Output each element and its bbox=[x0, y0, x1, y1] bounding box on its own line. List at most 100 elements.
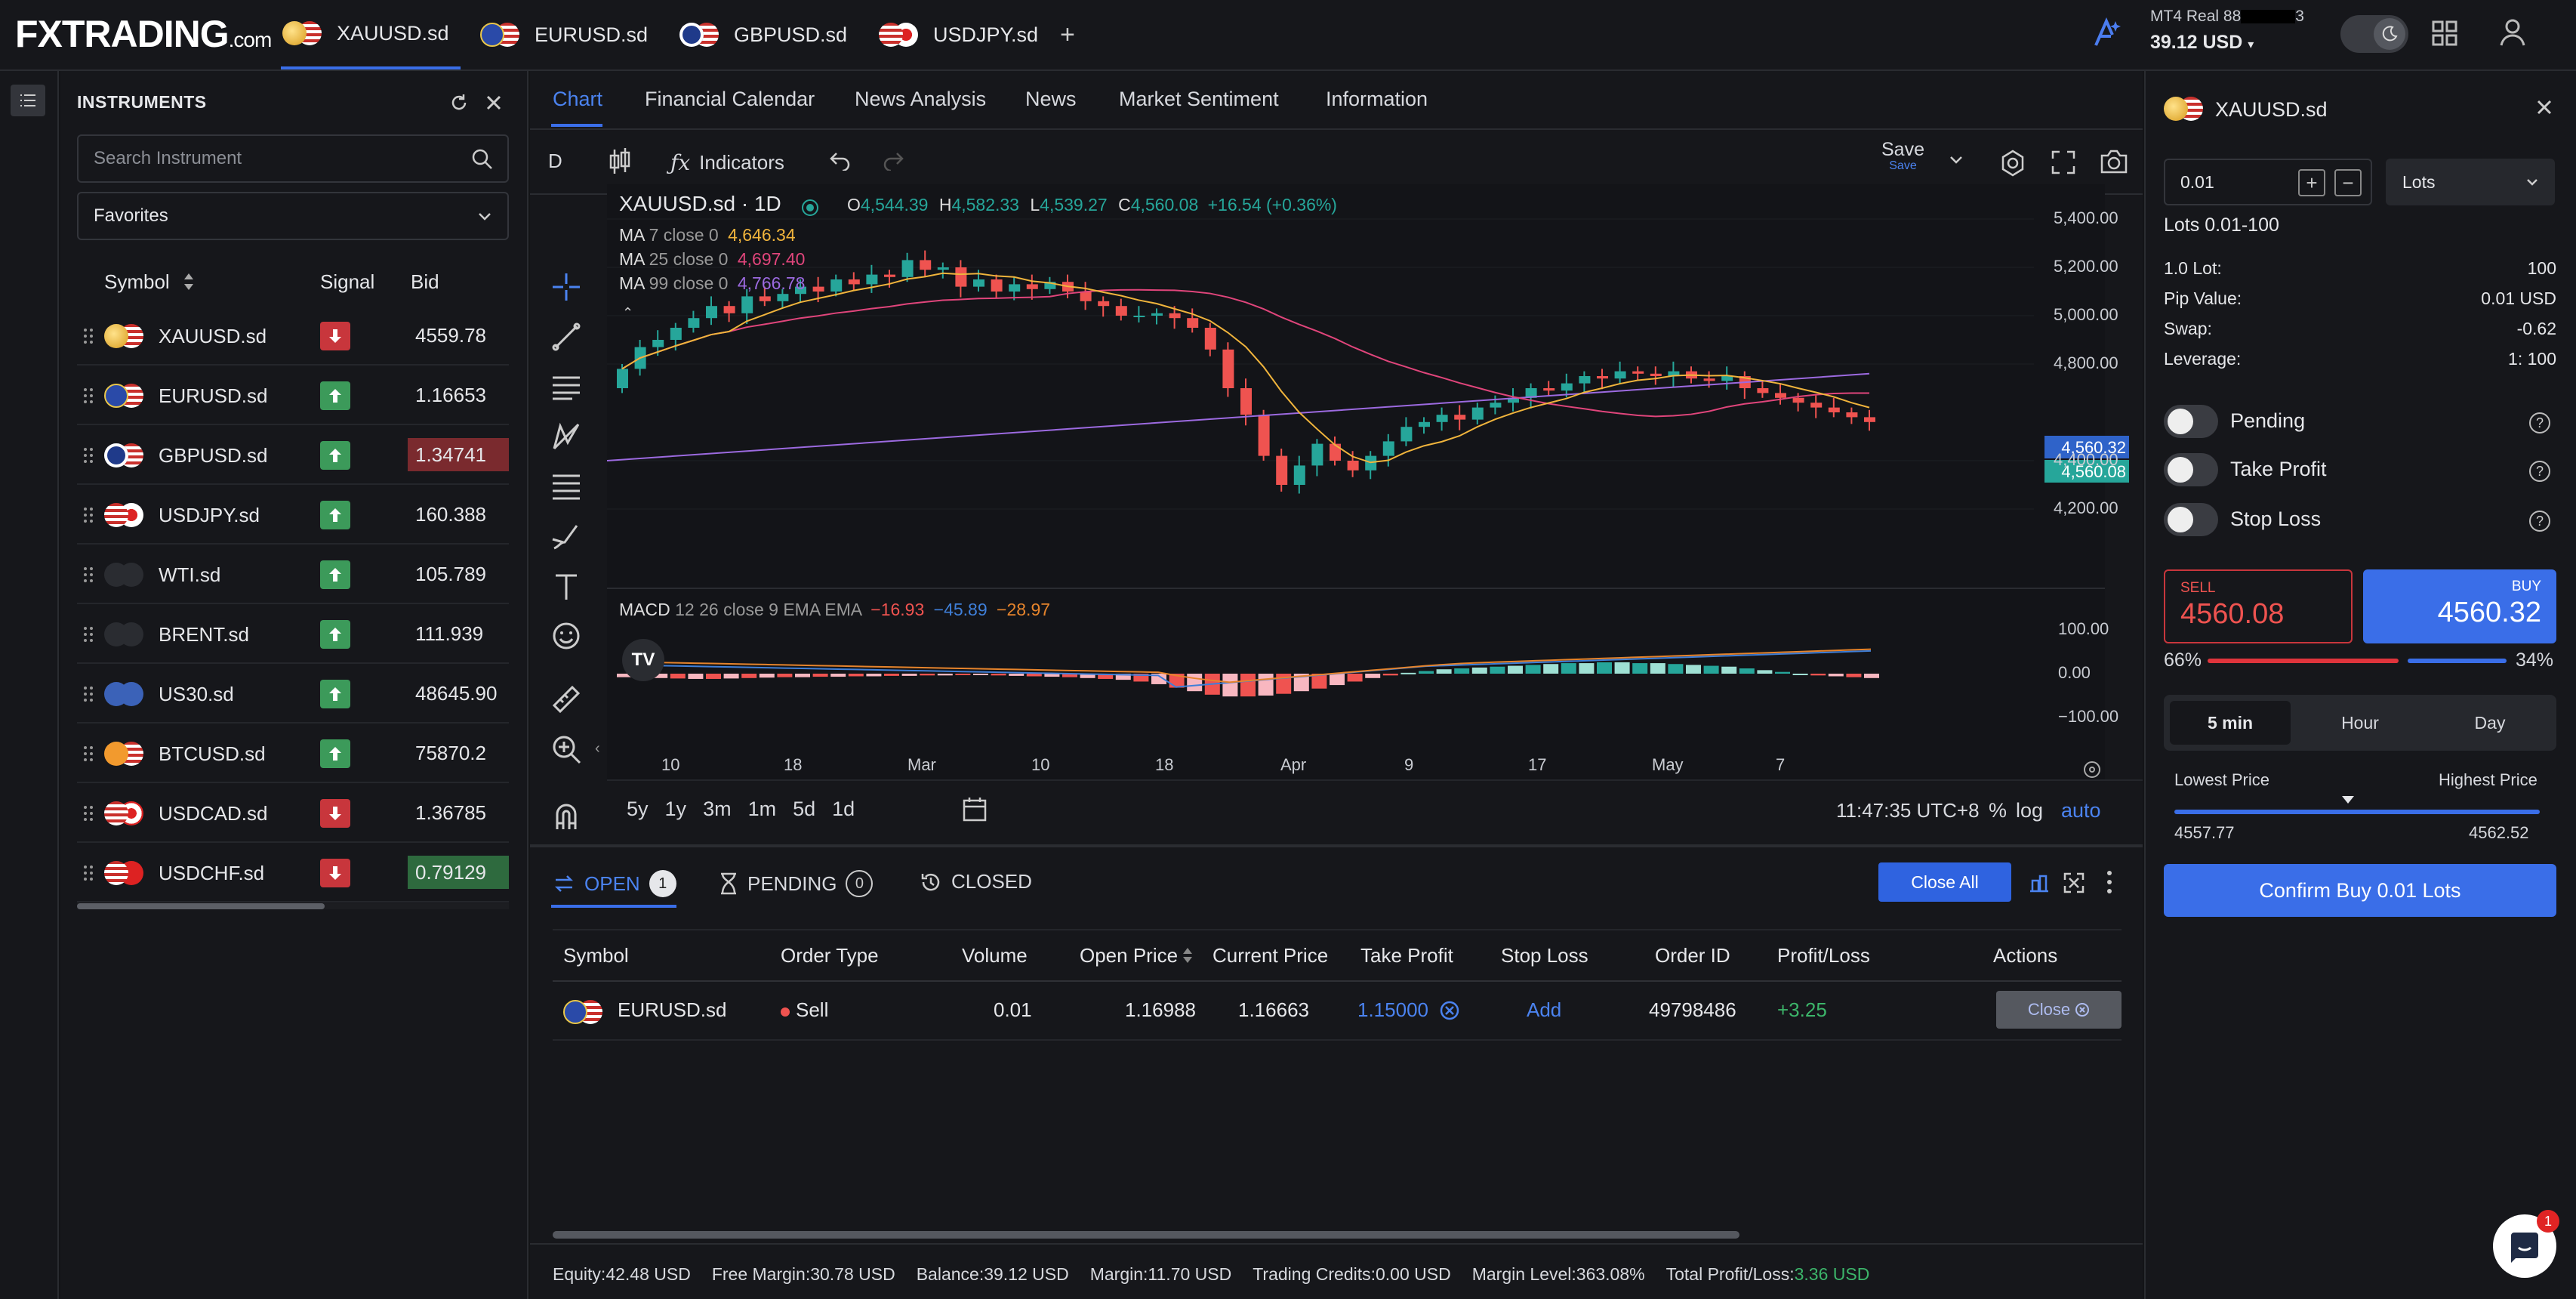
pending-toggle[interactable] bbox=[2164, 405, 2218, 438]
stop-loss-help-icon[interactable]: ? bbox=[2529, 511, 2550, 532]
ruler-icon[interactable] bbox=[550, 683, 583, 716]
candle-type-icon[interactable] bbox=[609, 147, 631, 177]
list-item[interactable]: BRENT.sd 111.939 bbox=[77, 605, 509, 664]
pending-help-icon[interactable]: ? bbox=[2529, 412, 2550, 434]
list-item[interactable]: WTI.sd 105.789 bbox=[77, 545, 509, 604]
settings-gear-icon[interactable] bbox=[1998, 148, 2028, 178]
period-5min[interactable]: 5 min bbox=[2170, 701, 2291, 745]
tab-open-orders[interactable]: OPEN 1 bbox=[553, 870, 676, 897]
list-item[interactable]: USDCHF.sd 0.79129 bbox=[77, 844, 509, 903]
scrollbar-thumb[interactable] bbox=[77, 903, 325, 909]
tab-news[interactable]: News bbox=[1025, 88, 1077, 110]
order-take-profit[interactable]: 1.15000 bbox=[1357, 998, 1428, 1021]
drag-handle-icon[interactable] bbox=[83, 327, 94, 345]
layout-icon[interactable] bbox=[2028, 872, 2051, 894]
zoom-in-icon[interactable] bbox=[550, 733, 583, 766]
close-trade-panel-icon[interactable] bbox=[2535, 98, 2553, 116]
tab-financial-calendar[interactable]: Financial Calendar bbox=[645, 88, 815, 110]
list-item[interactable]: USDJPY.sd 160.388 bbox=[77, 486, 509, 545]
drag-handle-icon[interactable] bbox=[83, 864, 94, 882]
tab-closed-orders[interactable]: CLOSED bbox=[920, 870, 1032, 893]
table-row[interactable]: EURUSD.sd Sell 0.01 1.16988 1.16663 1.15… bbox=[530, 847, 2143, 1029]
range-1m[interactable]: 1m bbox=[747, 798, 777, 820]
percent-scale-button[interactable]: % bbox=[1989, 799, 2007, 822]
symbol-column-header[interactable]: Symbol bbox=[104, 270, 170, 293]
range-5d[interactable]: 5d bbox=[793, 798, 816, 820]
drag-handle-icon[interactable] bbox=[83, 685, 94, 703]
horizontal-scrollbar[interactable] bbox=[77, 903, 509, 909]
buy-button[interactable]: BUY 4560.32 bbox=[2363, 569, 2556, 643]
menu-toggle-button[interactable] bbox=[11, 85, 45, 116]
account-balance[interactable]: 39.12 USD ▾ bbox=[2150, 32, 2254, 53]
scrollbar-thumb[interactable] bbox=[553, 1231, 1739, 1239]
expand-icon[interactable] bbox=[2063, 872, 2085, 894]
favorites-dropdown[interactable]: Favorites bbox=[77, 192, 509, 240]
range-1d[interactable]: 1d bbox=[832, 798, 855, 820]
symbol-tab-xauusd[interactable]: XAUUSD.sd bbox=[281, 0, 461, 69]
auto-scale-button[interactable]: auto bbox=[2061, 799, 2101, 822]
apps-grid-icon[interactable] bbox=[2431, 20, 2458, 47]
add-stop-loss-link[interactable]: Add bbox=[1527, 998, 1562, 1021]
range-5y[interactable]: 5y bbox=[627, 798, 649, 820]
fullscreen-icon[interactable] bbox=[2051, 150, 2076, 175]
theme-toggle[interactable] bbox=[2340, 15, 2408, 53]
drag-handle-icon[interactable] bbox=[83, 387, 94, 405]
indicators-button[interactable]: ƒx Indicators bbox=[670, 150, 784, 175]
brand-logo[interactable]: FXTRADING.com bbox=[15, 13, 272, 55]
tab-chart[interactable]: Chart bbox=[553, 88, 603, 110]
time-axis-settings-icon[interactable] bbox=[2082, 760, 2102, 779]
save-options-chevron-icon[interactable] bbox=[1949, 156, 1963, 165]
close-all-button[interactable]: Close All bbox=[1878, 862, 2011, 902]
chart-canvas[interactable] bbox=[607, 184, 2105, 779]
symbol-tab-usdjpy[interactable]: USDJPY.sd bbox=[879, 0, 1038, 69]
text-tool-icon[interactable] bbox=[550, 569, 583, 603]
symbol-tab-gbpusd[interactable]: GBPUSD.sd bbox=[679, 0, 847, 69]
save-layout-button[interactable]: Save Save bbox=[1881, 139, 1924, 172]
list-item[interactable]: USDCAD.sd 1.36785 bbox=[77, 784, 509, 843]
period-hour[interactable]: Hour bbox=[2341, 712, 2379, 733]
pattern-tool-icon[interactable] bbox=[550, 420, 583, 453]
chat-support-button[interactable]: 1 bbox=[2493, 1210, 2559, 1278]
interval-button[interactable]: D bbox=[548, 150, 562, 172]
price-chart[interactable]: XAUUSD.sd · 1D O4,544.39 H4,582.33 L4,53… bbox=[607, 184, 2129, 779]
brush-icon[interactable] bbox=[550, 520, 583, 553]
log-scale-button[interactable]: log bbox=[2016, 799, 2044, 822]
drag-handle-icon[interactable] bbox=[83, 446, 94, 464]
take-profit-help-icon[interactable]: ? bbox=[2529, 461, 2550, 482]
trend-line-icon[interactable] bbox=[550, 320, 583, 353]
remove-take-profit-icon[interactable] bbox=[1439, 1000, 1460, 1021]
tab-pending-orders[interactable]: PENDING 0 bbox=[719, 870, 874, 897]
emoji-icon[interactable] bbox=[550, 619, 583, 653]
tab-news-analysis[interactable]: News Analysis bbox=[855, 88, 987, 110]
tab-information[interactable]: Information bbox=[1326, 88, 1428, 110]
magnet-icon[interactable] bbox=[550, 801, 583, 834]
undo-icon[interactable] bbox=[829, 151, 852, 171]
drag-handle-icon[interactable] bbox=[83, 566, 94, 584]
list-item[interactable]: US30.sd 48645.90 bbox=[77, 665, 509, 724]
fib-tool-icon[interactable] bbox=[550, 470, 583, 503]
range-1y[interactable]: 1y bbox=[664, 798, 687, 820]
crosshair-icon[interactable] bbox=[550, 270, 583, 304]
account-info[interactable]: MT4 Real 88 3 bbox=[2150, 8, 2304, 25]
user-profile-icon[interactable] bbox=[2499, 18, 2526, 47]
sort-icon[interactable] bbox=[183, 272, 195, 292]
list-item[interactable]: XAUUSD.sd 4559.78 bbox=[77, 307, 509, 366]
range-3m[interactable]: 3m bbox=[703, 798, 732, 820]
stop-loss-toggle[interactable] bbox=[2164, 503, 2218, 536]
drag-handle-icon[interactable] bbox=[83, 745, 94, 763]
list-item[interactable]: GBPUSD.sd 1.34741 bbox=[77, 426, 509, 485]
unit-select[interactable]: Lots bbox=[2386, 159, 2555, 205]
tab-market-sentiment[interactable]: Market Sentiment bbox=[1119, 88, 1279, 110]
increase-volume-button[interactable]: + bbox=[2298, 169, 2325, 196]
refresh-icon[interactable] bbox=[448, 92, 470, 113]
screenshot-camera-icon[interactable] bbox=[2099, 148, 2129, 175]
date-range-calendar-icon[interactable] bbox=[962, 796, 991, 823]
period-day[interactable]: Day bbox=[2474, 712, 2506, 733]
take-profit-toggle[interactable] bbox=[2164, 453, 2218, 486]
drag-handle-icon[interactable] bbox=[83, 625, 94, 643]
close-panel-icon[interactable] bbox=[485, 94, 503, 112]
volume-input[interactable] bbox=[2165, 160, 2286, 204]
symbol-tab-eurusd[interactable]: EURUSD.sd bbox=[480, 0, 648, 69]
chart-clock[interactable]: 11:47:35 UTC+8 bbox=[1836, 799, 1980, 822]
ai-assistant-icon[interactable] bbox=[2091, 17, 2125, 50]
